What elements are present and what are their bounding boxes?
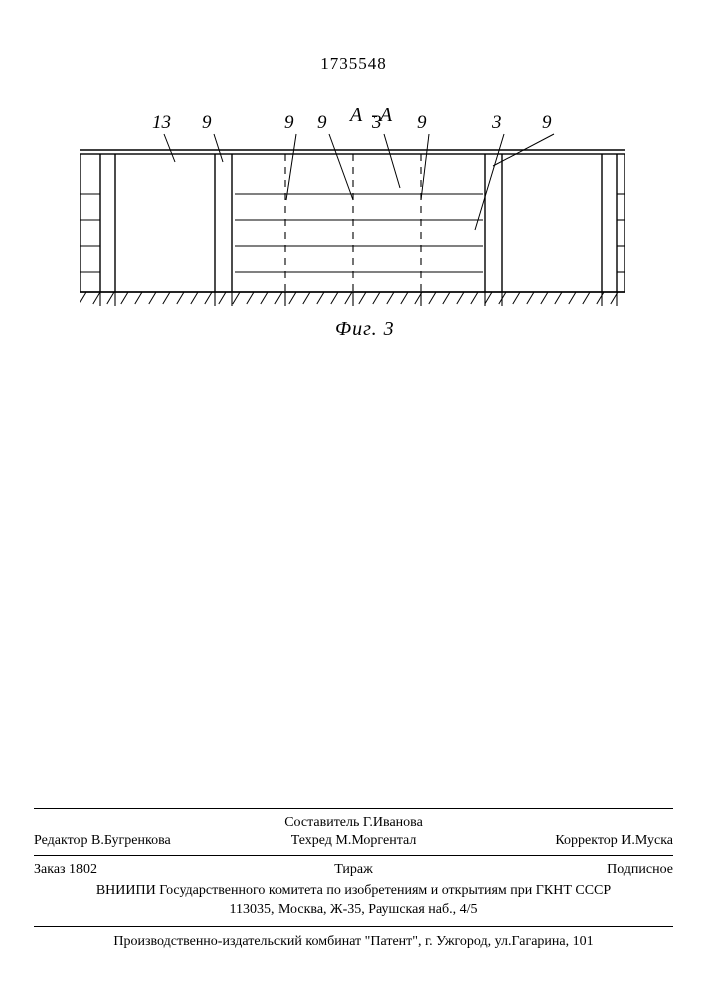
footer-r1-l: [34, 815, 247, 831]
callout-label: 9: [317, 112, 327, 134]
callout-label: 13: [152, 112, 171, 134]
callout-label: 9: [284, 112, 294, 134]
footer-r3-r: Подписное: [460, 862, 673, 878]
page-number: 1735548: [320, 54, 387, 74]
footer-r1-c: Составитель Г.Иванова: [247, 815, 460, 831]
footer-org1: ВНИИПИ Государственного комитета по изоб…: [34, 882, 673, 901]
footer-r1-r: [460, 815, 673, 831]
footer-row-3: Заказ 1802 Тираж Подписное: [34, 862, 673, 878]
footer-r3-c: Тираж: [247, 862, 460, 878]
callout-label: 3: [372, 112, 382, 134]
footer-prod: Производственно-издательский комбинат "П…: [34, 933, 673, 952]
footer-r2-r: Корректор И.Муска: [460, 833, 673, 849]
footer-r2-c: Техред М.Моргентал: [247, 833, 460, 849]
footer-row-2: Редактор В.Бугренкова Техред М.Моргентал…: [34, 833, 673, 849]
figure-svg: [80, 110, 625, 320]
footer-r3-l: Заказ 1802: [34, 862, 247, 878]
footer-org2: 113035, Москва, Ж-35, Раушская наб., 4/5: [34, 901, 673, 920]
footer-r2-l: Редактор В.Бугренкова: [34, 833, 247, 849]
figure-caption: Фиг. 3: [335, 318, 395, 341]
footer: Составитель Г.Иванова Редактор В.Бугренк…: [34, 802, 673, 956]
callout-label: 9: [417, 112, 427, 134]
callout-label: 9: [202, 112, 212, 134]
callout-label: 9: [542, 112, 552, 134]
figure-3: А -А Фиг. 3 139993939: [80, 110, 625, 350]
callout-label: 3: [492, 112, 502, 134]
footer-row-1: Составитель Г.Иванова: [34, 815, 673, 831]
